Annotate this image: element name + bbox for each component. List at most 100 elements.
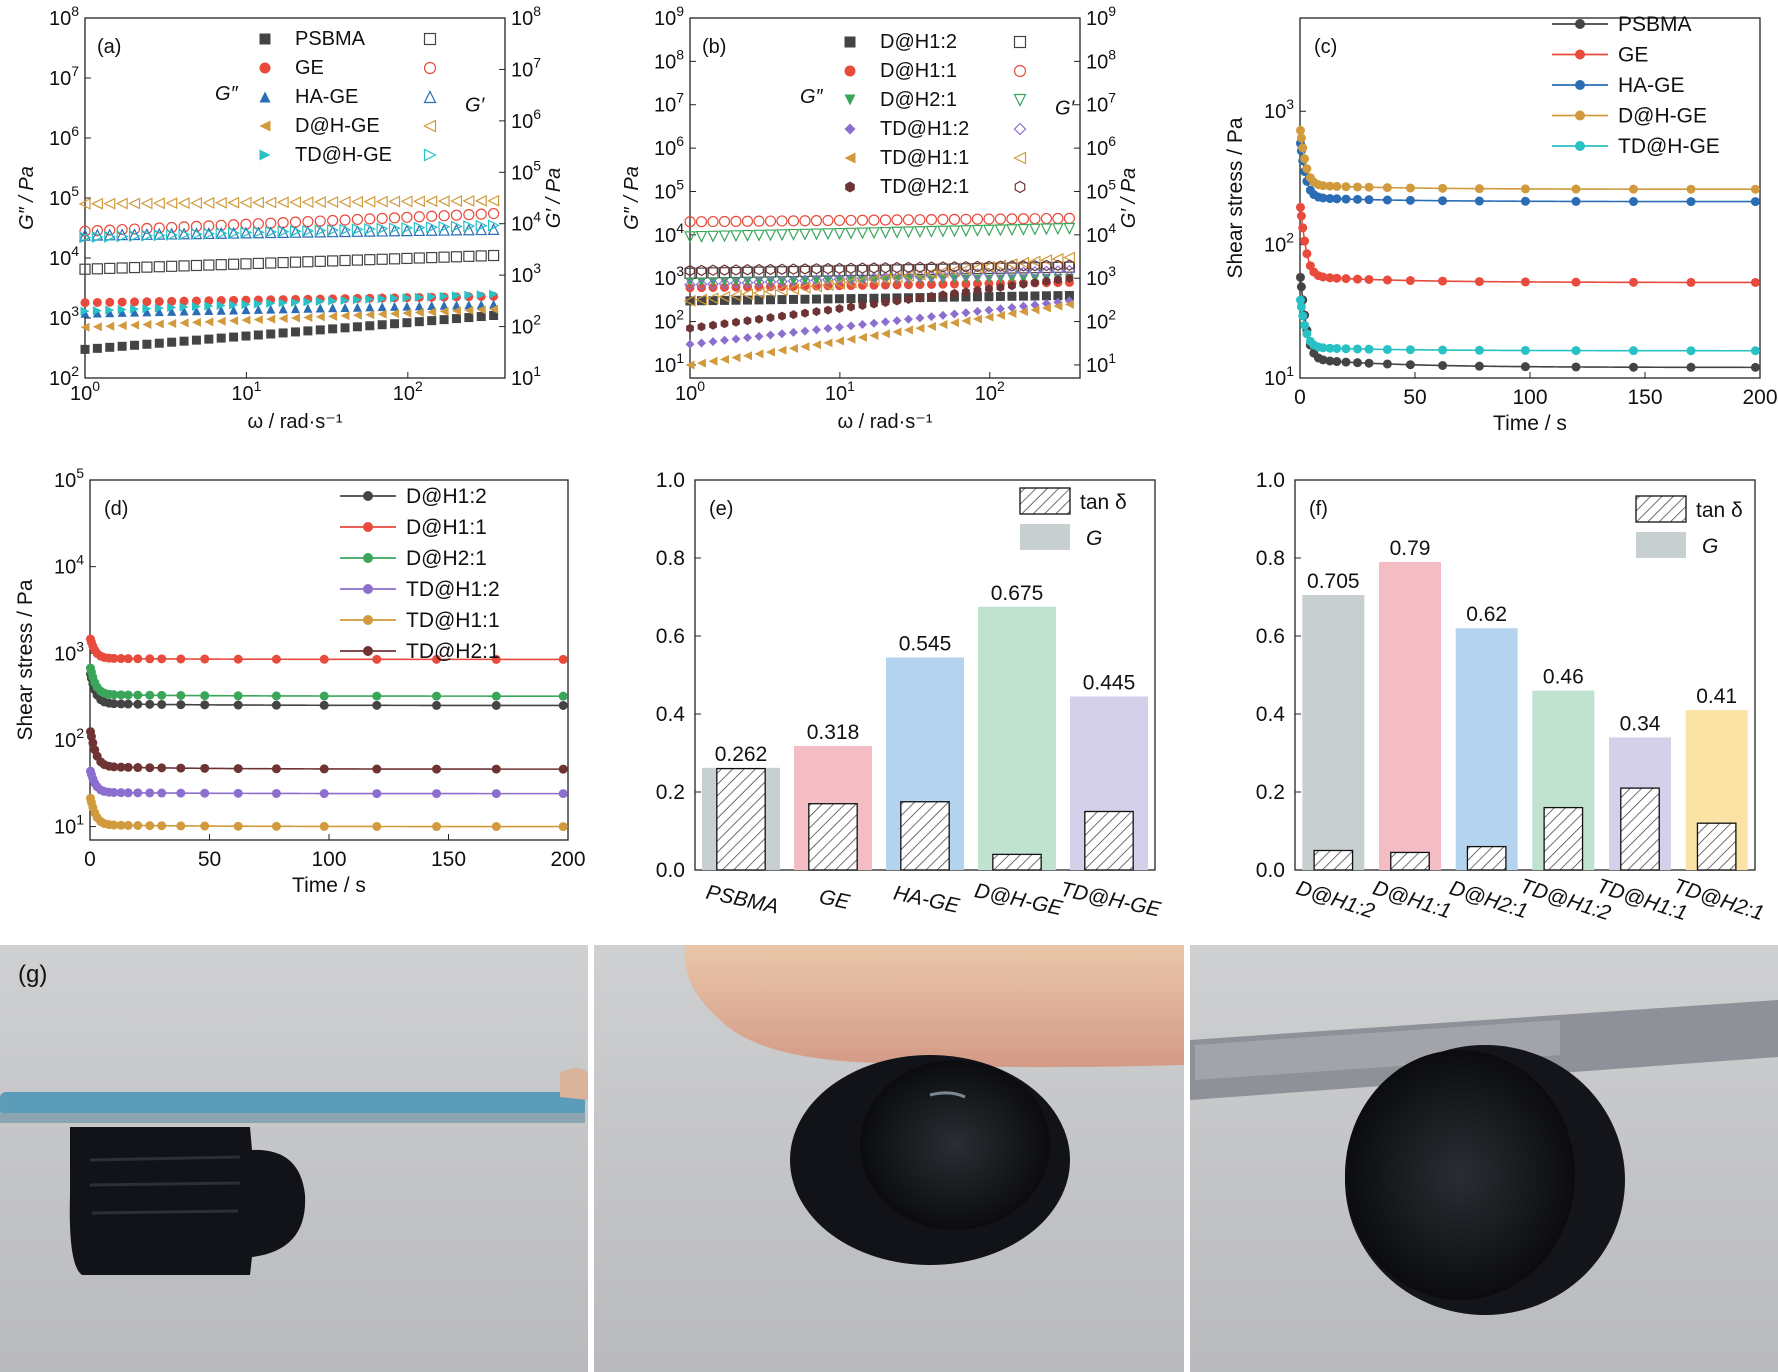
svg-d-series-line	[89, 671, 569, 707]
svg-d-series-point	[109, 690, 119, 700]
svg-b-point-gp	[1040, 212, 1053, 225]
svg-a-legend-marker	[259, 149, 271, 161]
svg-b-point-gp	[971, 224, 984, 237]
svg-c-series-point	[1520, 277, 1530, 287]
svg-b-point-gp	[1051, 223, 1064, 236]
svg-a-ytick-right-label: 106	[511, 106, 541, 133]
svg-d-series-point	[319, 789, 329, 799]
svg-c-series-line	[1299, 272, 1761, 369]
svg-c-series-point	[1438, 276, 1448, 286]
svg-a-ytick-left-label: 103	[49, 303, 79, 330]
svg-c-series-point	[1750, 184, 1760, 194]
svg-b-legend-marker-open	[1013, 122, 1027, 136]
svg-b-point-gp	[857, 262, 868, 274]
svg-b-point-gpp	[927, 291, 936, 301]
svg-b-point-gpp	[1018, 307, 1028, 317]
svg-b-point-gp	[707, 215, 719, 228]
svg-b-point-gp	[787, 283, 800, 296]
svg-a-legend-marker-open	[423, 61, 437, 75]
svg-a-point-gp	[463, 250, 475, 262]
svg-a-point-gpp	[105, 305, 115, 315]
svg-a-point-gpp	[216, 316, 226, 326]
svg-a-point-gpp	[253, 299, 263, 309]
svg-a-ytick-right-label: 103	[511, 260, 541, 287]
svg-b-point-gp	[730, 215, 742, 227]
svg-c-series-point	[1295, 125, 1305, 135]
svg-a-point-gp	[289, 216, 302, 228]
svg-a-point-gpp	[377, 309, 387, 319]
svg-d-series-point	[372, 764, 382, 774]
svg-c-series-point	[1438, 345, 1448, 355]
svg-d-series-point	[200, 788, 210, 798]
svg-d-series-point	[157, 821, 167, 831]
svg-b-point-gp	[1040, 223, 1053, 236]
svg-b-point-gpp	[824, 305, 832, 315]
svg-b-point-gp	[742, 264, 753, 276]
svg-b-point-gpp	[778, 311, 786, 321]
svg-b-point-gp	[844, 276, 857, 289]
svg-a-point-gpp	[427, 307, 437, 317]
svg-a-point-gp	[438, 210, 450, 222]
svg-a-point-gp	[351, 195, 364, 208]
svg-a-point-gpp	[130, 340, 140, 350]
svg-d-series-point	[116, 699, 126, 709]
svg-d-legend-marker	[363, 522, 373, 532]
svg-b-point-gpp	[777, 345, 787, 355]
svg-c-series-line	[1299, 296, 1761, 352]
svg-a-point-gpp	[278, 328, 288, 338]
svg-c-series-point	[1302, 249, 1312, 259]
svg-c-series-point	[1364, 182, 1374, 192]
svg-f-ytick-label: 0.4	[1256, 703, 1286, 726]
svg-b-point-gpp	[926, 279, 936, 289]
svg-d-series-point	[116, 690, 126, 700]
svg-f-bar-label: 0.62	[1466, 603, 1507, 626]
svg-d-series-point	[372, 700, 382, 710]
svg-b-point-gp	[936, 225, 949, 238]
svg-c-series-point	[1750, 197, 1760, 207]
svg-a-point-gpp	[377, 294, 387, 304]
svg-a-point-gpp	[464, 313, 474, 323]
svg-b-ylabel-right: G′ / Pa	[1118, 168, 1140, 228]
svg-d-series-point	[123, 699, 133, 709]
svg-f-ytick-label: 1.0	[1256, 469, 1285, 492]
svg-d-series-point	[145, 654, 155, 664]
svg-b-point-gp	[1041, 259, 1052, 272]
svg-a-point-gpp	[489, 311, 499, 321]
svg-a-point-gp	[364, 223, 377, 235]
svg-d-series-point	[271, 691, 281, 701]
svg-a-point-gp	[450, 223, 463, 236]
svg-b-point-gpp	[685, 277, 695, 287]
svg-a-point-gpp	[390, 301, 400, 311]
svg-d-series-line	[89, 637, 569, 661]
svg-a-point-gpp	[266, 314, 276, 324]
svg-b-point-gp	[718, 277, 731, 290]
svg-b-point-gpp	[788, 343, 798, 353]
svg-a-point-gpp	[105, 342, 115, 352]
svg-b-axes-frame	[689, 17, 1081, 379]
svg-a-point-gp	[488, 219, 500, 232]
svg-b-point-gp	[1064, 259, 1075, 271]
svg-b-ytick-right-label: 102	[1086, 307, 1116, 334]
svg-b-point-gp	[719, 264, 730, 276]
svg-a-point-gp	[104, 224, 116, 236]
blue-slide	[0, 1092, 585, 1116]
svg-b-point-gpp	[765, 330, 775, 340]
svg-c-series-point	[1296, 282, 1306, 292]
svg-d-series-point	[116, 654, 126, 664]
svg-b-point-gpp	[1053, 291, 1063, 301]
svg-a-xtick-label: 100	[70, 378, 100, 405]
svg-c-series-point	[1438, 361, 1448, 371]
svg-b-point-gpp	[869, 331, 879, 341]
svg-c-series-point	[1298, 143, 1308, 153]
svg-f-category-label: D@H1:2	[1293, 876, 1377, 923]
svg-d-series-line	[89, 795, 569, 828]
svg-c-series-point	[1325, 343, 1335, 353]
svg-a-point-gp	[79, 263, 91, 275]
svg-b-point-gp	[890, 226, 903, 239]
svg-b-point-gpp	[743, 316, 752, 326]
svg-b-point-gpp	[811, 294, 821, 304]
svg-a-point-gpp	[117, 341, 127, 351]
svg-f-panel-label: (f)	[1309, 498, 1328, 520]
svg-b-point-gp	[833, 277, 846, 290]
svg-d-xtick-label: 200	[550, 848, 585, 871]
